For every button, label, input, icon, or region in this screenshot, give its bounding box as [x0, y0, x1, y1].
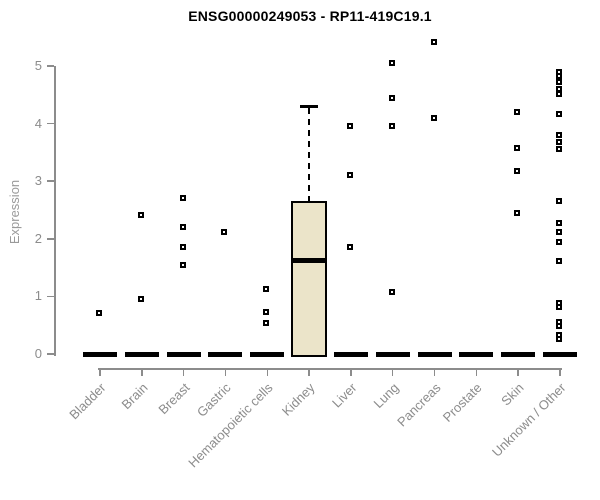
box-median-bar [250, 351, 285, 357]
y-tick [47, 180, 54, 182]
outlier-point [179, 244, 186, 251]
box-median-bar [459, 351, 494, 357]
outlier-point [96, 309, 102, 316]
outlier-point [556, 238, 562, 245]
outlier-point [388, 289, 395, 296]
outlier-point [556, 220, 562, 227]
box-median-bar [501, 351, 536, 357]
outlier-point [556, 229, 562, 236]
x-tick [475, 368, 478, 376]
box-median-bar [417, 351, 452, 357]
box-whisker [308, 108, 311, 202]
box-median-bar [166, 351, 201, 357]
y-tick [47, 353, 54, 355]
box-median-line [291, 257, 328, 263]
outlier-point [388, 59, 395, 66]
outlier-point [556, 323, 562, 330]
outlier-point [556, 257, 562, 264]
y-tick [47, 65, 54, 67]
outlier-point [430, 114, 437, 121]
x-tick [182, 368, 185, 376]
outlier-point [346, 171, 353, 178]
y-axis-label: Expression [7, 179, 22, 245]
outlier-point [514, 209, 521, 216]
outlier-point [179, 261, 186, 268]
x-tick [350, 368, 352, 376]
outlier-point [556, 111, 562, 118]
x-tick [433, 368, 436, 376]
outlier-point [388, 94, 395, 101]
outlier-point [514, 168, 521, 175]
y-tick [47, 295, 54, 298]
x-tick [99, 368, 101, 376]
x-tick [308, 368, 310, 376]
outlier-point [556, 336, 562, 343]
box-median-bar [83, 351, 117, 357]
outlier-point [556, 304, 562, 311]
outlier-point [263, 285, 270, 292]
outlier-point [263, 319, 270, 326]
y-tick-label: 0 [34, 346, 42, 361]
outlier-point [556, 145, 562, 152]
y-tick-label: 5 [34, 58, 42, 73]
outlier-point [556, 197, 562, 204]
outlier-point [388, 122, 395, 129]
box-whisker-cap [300, 105, 319, 109]
box-median-bar [375, 351, 410, 357]
outlier-point [346, 244, 353, 251]
box-rect [291, 201, 328, 357]
y-axis-line [54, 66, 56, 356]
chart-title: ENSG00000249053 - RP11-419C19.1 [188, 8, 432, 24]
x-tick [266, 368, 269, 376]
outlier-point [556, 91, 562, 98]
outlier-point [556, 86, 562, 93]
y-tick-label: 2 [34, 230, 42, 246]
outlier-point [179, 223, 186, 230]
x-tick [141, 368, 143, 376]
y-tick [47, 122, 54, 125]
x-tick [559, 368, 561, 376]
box-median-bar [543, 351, 577, 357]
x-tick [517, 368, 519, 376]
outlier-point [556, 131, 562, 138]
outlier-point [179, 194, 186, 201]
x-tick [391, 368, 394, 376]
outlier-point [263, 308, 270, 315]
y-tick [47, 238, 54, 240]
box-median-bar [208, 351, 243, 357]
outlier-point [221, 228, 228, 235]
y-tick-label: 3 [34, 173, 42, 189]
y-tick-label: 1 [34, 288, 42, 304]
box-median-bar [333, 351, 368, 357]
x-axis-line [98, 368, 562, 370]
outlier-point [514, 145, 521, 152]
y-tick-label: 4 [34, 115, 42, 131]
x-tick [224, 368, 227, 376]
outlier-point [137, 212, 144, 219]
outlier-point [556, 139, 562, 146]
outlier-point [514, 109, 521, 116]
outlier-point [346, 123, 353, 130]
box-median-bar [124, 351, 159, 357]
outlier-point [556, 72, 562, 79]
outlier-point [556, 78, 562, 85]
outlier-point [430, 38, 437, 45]
outlier-point [137, 296, 144, 303]
